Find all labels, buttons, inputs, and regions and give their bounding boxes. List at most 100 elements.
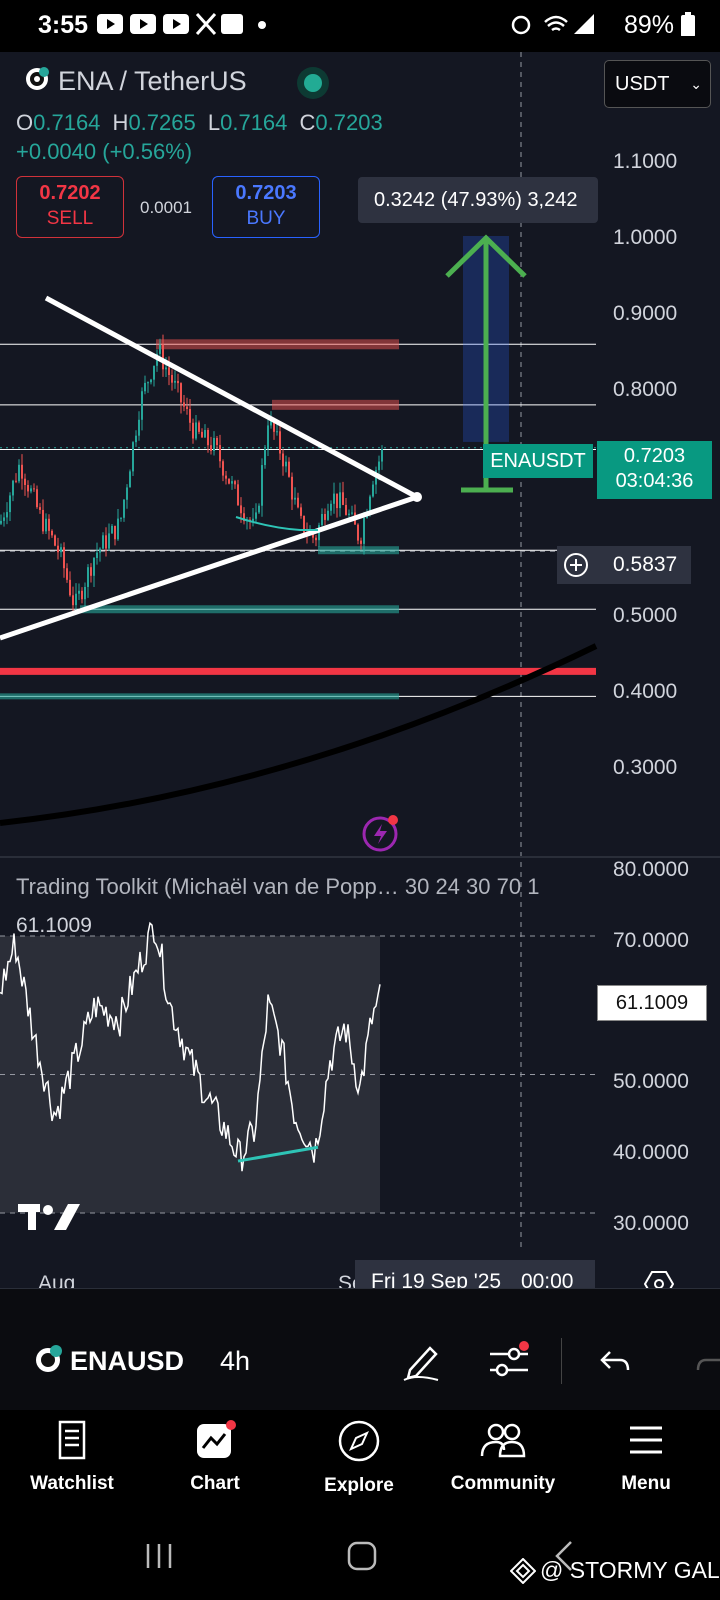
nav-community[interactable]: Community — [433, 1420, 573, 1495]
market-status-icon[interactable] — [296, 66, 330, 100]
add-alert-icon[interactable] — [563, 552, 589, 578]
candle-body — [243, 513, 245, 522]
price-divergence-line — [235, 516, 318, 531]
currency-select[interactable]: USDT ⌄ — [604, 60, 711, 108]
candle-body — [45, 518, 47, 532]
candle-body — [96, 552, 98, 558]
y-tick-label: 0.8000 — [613, 378, 678, 401]
recent-apps-icon[interactable] — [144, 1542, 174, 1570]
candle-body — [15, 480, 17, 482]
candle-body — [69, 579, 71, 596]
candle-body — [129, 471, 131, 488]
candle-body — [57, 545, 59, 553]
battery-icon — [681, 12, 695, 36]
candle-body — [21, 464, 23, 479]
toolbar-interval[interactable]: 4h — [220, 1346, 251, 1376]
candle-body — [282, 453, 284, 467]
home-icon[interactable] — [346, 1540, 378, 1572]
chart-grid — [0, 52, 720, 1250]
x-icon — [195, 12, 217, 36]
candle-body — [186, 406, 188, 409]
candle-body — [153, 365, 155, 380]
candle-body — [207, 429, 209, 446]
status-time: 3:55 — [38, 11, 89, 39]
indicators-icon[interactable] — [488, 1340, 532, 1380]
candle-body — [150, 379, 152, 383]
indicator-value: 61.1009 — [16, 914, 92, 937]
price-chart-canvas[interactable] — [0, 52, 720, 1288]
candle-body — [0, 520, 2, 524]
y-tick-label: 0.4000 — [613, 680, 678, 703]
candle-body — [90, 567, 92, 576]
binance-watermark-icon — [510, 1558, 536, 1584]
candle-body — [42, 509, 44, 532]
redo-icon[interactable] — [690, 1348, 720, 1374]
battery-percent: 89% — [623, 11, 674, 39]
candle-body — [294, 497, 296, 500]
nav-menu[interactable]: Menu — [576, 1420, 716, 1495]
candle-body — [342, 492, 344, 505]
close-value: 0.7203 — [315, 110, 383, 135]
buy-button[interactable]: 0.7203 BUY — [212, 176, 320, 238]
buy-label: BUY — [246, 208, 286, 229]
candle-body — [192, 422, 194, 439]
buy-price: 0.7203 — [235, 182, 297, 204]
candle-body — [78, 590, 80, 594]
compass-icon — [338, 1420, 380, 1462]
candle-body — [165, 367, 167, 370]
menu-icon — [630, 1426, 662, 1454]
candle-body — [132, 442, 134, 472]
candle-body — [279, 431, 281, 454]
nav-explore[interactable]: Explore — [289, 1420, 429, 1497]
candle-body — [27, 485, 29, 492]
candle-body — [213, 437, 215, 452]
draw-pencil-icon[interactable] — [402, 1340, 440, 1382]
candle-body — [54, 535, 56, 546]
candle-body — [3, 517, 5, 521]
chart-area[interactable] — [0, 52, 720, 1288]
candle-body — [102, 535, 104, 549]
status-bar: 3:55 89% — [0, 0, 720, 52]
osc-tick-label: 30.0000 — [613, 1212, 689, 1235]
candle-body — [24, 478, 26, 486]
osc-tick-label: 70.0000 — [613, 929, 689, 952]
candle-body — [219, 445, 221, 462]
nav-chart[interactable]: Chart — [145, 1420, 285, 1495]
crosshair-price-tag[interactable]: 0.5837 — [557, 546, 691, 584]
candle-body — [360, 540, 362, 544]
indicator-title[interactable]: Trading Toolkit (Michaël van de Popp… 30… — [16, 874, 540, 899]
candle-body — [117, 518, 119, 540]
candle-body — [336, 493, 338, 509]
candle-body — [162, 344, 164, 370]
candle-body — [108, 533, 110, 549]
undo-icon[interactable] — [600, 1348, 630, 1374]
nav-watchlist[interactable]: Watchlist — [2, 1420, 142, 1495]
candle-body — [270, 419, 272, 426]
toolbar-symbol[interactable]: ENAUSD — [70, 1346, 185, 1376]
back-icon[interactable] — [553, 1540, 575, 1572]
candle-body — [255, 512, 257, 519]
candle-body — [75, 593, 77, 606]
candle-body — [63, 547, 65, 569]
candle-body — [273, 419, 275, 432]
candle-body — [105, 535, 107, 549]
symbol-title[interactable]: ENA / TetherUS — [58, 66, 247, 96]
descending-trendline — [44, 295, 419, 500]
candle-body — [264, 449, 266, 466]
candle-body — [84, 586, 86, 600]
watchlist-icon — [58, 1420, 86, 1460]
candle-body — [126, 487, 128, 500]
candle-body — [234, 481, 236, 485]
sell-button[interactable]: 0.7202 SELL — [16, 176, 124, 238]
candle-body — [210, 445, 212, 452]
nav-label: Chart — [190, 1473, 240, 1494]
lightning-alert-icon[interactable] — [362, 814, 400, 852]
oscillator-value-tag: 61.1009 — [597, 985, 707, 1021]
y-tick-label: 1.0000 — [613, 226, 678, 249]
candle-body — [93, 557, 95, 576]
bar-countdown: 03:04:36 — [615, 470, 694, 492]
crosshair-price: 0.5837 — [613, 553, 678, 576]
dot-icon — [258, 21, 266, 29]
candle-body — [60, 547, 62, 553]
candle-body — [300, 507, 302, 516]
